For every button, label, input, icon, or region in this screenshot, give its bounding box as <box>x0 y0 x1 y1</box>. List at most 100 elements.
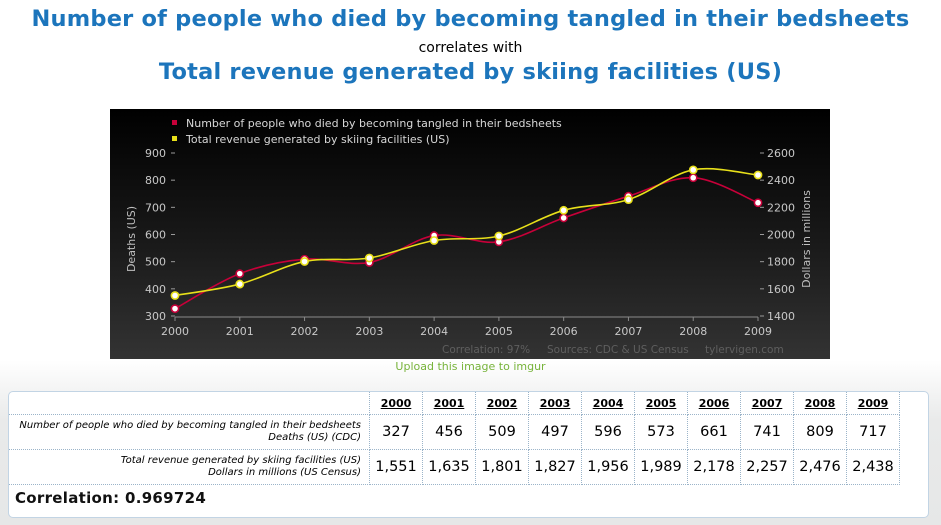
table-cell: 1,551 <box>369 449 423 485</box>
x-tick-label: 2005 <box>485 325 513 338</box>
y-left-tick-label: 500 <box>145 256 166 269</box>
table-cell: 661 <box>687 414 741 450</box>
table-cell: 1,635 <box>422 449 476 485</box>
y-right-tick-label: 1800 <box>767 256 795 269</box>
table-cell: 717 <box>846 414 900 450</box>
table-row-revenue: Total revenue generated by skiing facili… <box>9 449 900 485</box>
table-cell: 456 <box>422 414 476 450</box>
table-cell: 1,827 <box>528 449 582 485</box>
data-point-revenue <box>300 257 309 266</box>
data-point-revenue <box>559 205 569 215</box>
x-tick-label: 2009 <box>744 325 772 338</box>
table-cell: 1,989 <box>634 449 688 485</box>
year-header: 2009 <box>846 392 900 415</box>
data-point-deaths <box>170 304 180 314</box>
table-cell: 1,801 <box>475 449 529 485</box>
y-left-tick-label: 400 <box>145 283 166 296</box>
year-header: 2001 <box>422 392 476 415</box>
data-point-revenue <box>624 195 633 204</box>
y-right-tick-label: 1600 <box>767 283 795 296</box>
chart-legend: Number of people who died by becoming ta… <box>172 117 562 146</box>
y-left-tick-label: 900 <box>145 147 166 160</box>
series-lines <box>174 167 759 310</box>
chart-axes: 300 400 500 600 700 800 900 1400 1600 1800 2000 220… <box>145 147 795 338</box>
x-tick-label: 2000 <box>161 325 189 338</box>
year-header: 2007 <box>740 392 794 415</box>
data-point-revenue <box>170 291 180 300</box>
y-right-tick-label: 2200 <box>767 201 795 214</box>
y-left-tick-label: 700 <box>145 201 166 214</box>
row-label-deaths: Number of people who died by becoming ta… <box>9 414 370 450</box>
table-cell: 2,178 <box>687 449 741 485</box>
table-cell: 2,438 <box>846 449 900 485</box>
x-tick-label: 2004 <box>420 325 448 338</box>
row-label-revenue: Total revenue generated by skiing facili… <box>9 449 370 485</box>
data-point-revenue <box>429 236 439 245</box>
data-point-deaths <box>559 213 569 223</box>
y-right-tick-label: 1400 <box>767 310 795 323</box>
data-point-deaths <box>235 269 245 279</box>
y-right-tick-label: 2000 <box>767 229 795 242</box>
data-table-panel: 2000 2001 2002 2003 2004 2005 2006 2007 … <box>8 391 929 518</box>
chart-container: Number of people who died by becoming ta… <box>110 109 830 359</box>
upload-to-imgur-link[interactable]: Upload this image to imgur <box>395 360 546 373</box>
table-cell: 596 <box>581 414 635 450</box>
correlation-value: Correlation: 0.969724 <box>15 489 207 507</box>
x-tick-label: 2003 <box>355 325 383 338</box>
x-tick-label: 2002 <box>291 325 319 338</box>
footer-correlation: Correlation: 97% <box>442 344 530 356</box>
table-cell: 1,956 <box>581 449 635 485</box>
y-left-tick-label: 300 <box>145 310 166 323</box>
y-left-tick-label: 600 <box>145 229 166 242</box>
x-tick-label: 2007 <box>614 325 642 338</box>
year-header: 2002 <box>475 392 529 415</box>
row-title-revenue: Total revenue generated by skiing facili… <box>120 455 361 466</box>
table-cell: 327 <box>369 414 423 450</box>
legend-marker-deaths <box>172 120 177 125</box>
row-subtitle-deaths: Deaths (US) (CDC) <box>268 432 361 443</box>
footer-sources: Sources: CDC & US Census <box>547 344 689 356</box>
data-point-revenue <box>753 170 763 180</box>
data-point-deaths <box>688 173 698 183</box>
year-header: 2005 <box>634 392 688 415</box>
y-axis-left-label: Deaths (US) <box>125 206 138 272</box>
year-header: 2003 <box>528 392 582 415</box>
year-header: 2006 <box>687 392 741 415</box>
table-corner-cell <box>9 392 370 415</box>
series-line-revenue <box>174 167 759 297</box>
y-right-tick-label: 2600 <box>767 147 795 160</box>
line-chart: Number of people who died by becoming ta… <box>110 109 830 359</box>
table-header-row: 2000 2001 2002 2003 2004 2005 2006 2007 … <box>9 392 900 415</box>
x-tick-label: 2001 <box>226 325 254 338</box>
data-point-revenue <box>494 231 504 241</box>
data-point-revenue <box>688 165 698 175</box>
y-right-tick-label: 2400 <box>767 174 795 187</box>
row-title-deaths: Number of people who died by becoming ta… <box>19 420 361 431</box>
table-cell: 2,257 <box>740 449 794 485</box>
series-points <box>170 165 763 314</box>
table-cell: 2,476 <box>793 449 847 485</box>
year-header: 2000 <box>369 392 423 415</box>
chart-background <box>110 109 830 359</box>
chart-title-secondary: Total revenue generated by skiing facili… <box>158 59 783 85</box>
table-row-deaths: Number of people who died by becoming ta… <box>9 414 900 450</box>
data-point-revenue <box>364 253 374 263</box>
year-header: 2004 <box>581 392 635 415</box>
correlates-with-text: correlates with <box>418 40 523 56</box>
table-cell: 809 <box>793 414 847 450</box>
chart-title-primary: Number of people who died by becoming ta… <box>31 6 910 32</box>
data-point-deaths <box>753 198 763 208</box>
year-header: 2008 <box>793 392 847 415</box>
row-subtitle-revenue: Dollars in millions (US Census) <box>208 467 361 478</box>
x-tick-label: 2006 <box>550 325 578 338</box>
table-cell: 497 <box>528 414 582 450</box>
y-axis-right-label: Dollars in millions <box>800 190 813 288</box>
table-cell: 573 <box>634 414 688 450</box>
footer-site: tylervigen.com <box>705 344 784 356</box>
table-cell: 509 <box>475 414 529 450</box>
x-tick-label: 2008 <box>679 325 707 338</box>
y-left-tick-label: 800 <box>145 174 166 187</box>
legend-marker-revenue <box>172 136 177 141</box>
legend-label-revenue: Total revenue generated by skiing facili… <box>185 133 450 146</box>
data-point-revenue <box>235 279 245 289</box>
